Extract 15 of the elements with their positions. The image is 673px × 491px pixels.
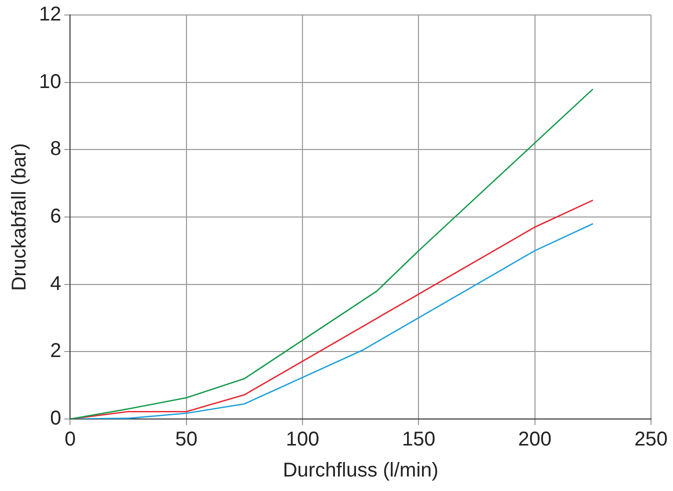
y-tick-label: 10	[38, 70, 62, 93]
y-axis-title: Druckabfall (bar)	[8, 143, 31, 291]
x-tick-label: 250	[634, 428, 668, 451]
x-tick-label: 100	[286, 428, 320, 451]
y-tick-label: 6	[50, 206, 62, 228]
x-axis-title: Durchfluss (l/min)	[282, 460, 438, 482]
x-tick-label: 200	[518, 428, 552, 451]
x-tick-label: 0	[64, 428, 76, 451]
y-tick-label: 4	[50, 272, 62, 295]
x-tick-label: 150	[402, 428, 436, 451]
x-tick-label: 50	[175, 428, 198, 451]
y-tick-label: 12	[38, 4, 62, 26]
y-tick-label: 0	[50, 408, 62, 430]
y-tick-label: 8	[50, 138, 62, 160]
y-tick-label: 2	[50, 340, 62, 362]
